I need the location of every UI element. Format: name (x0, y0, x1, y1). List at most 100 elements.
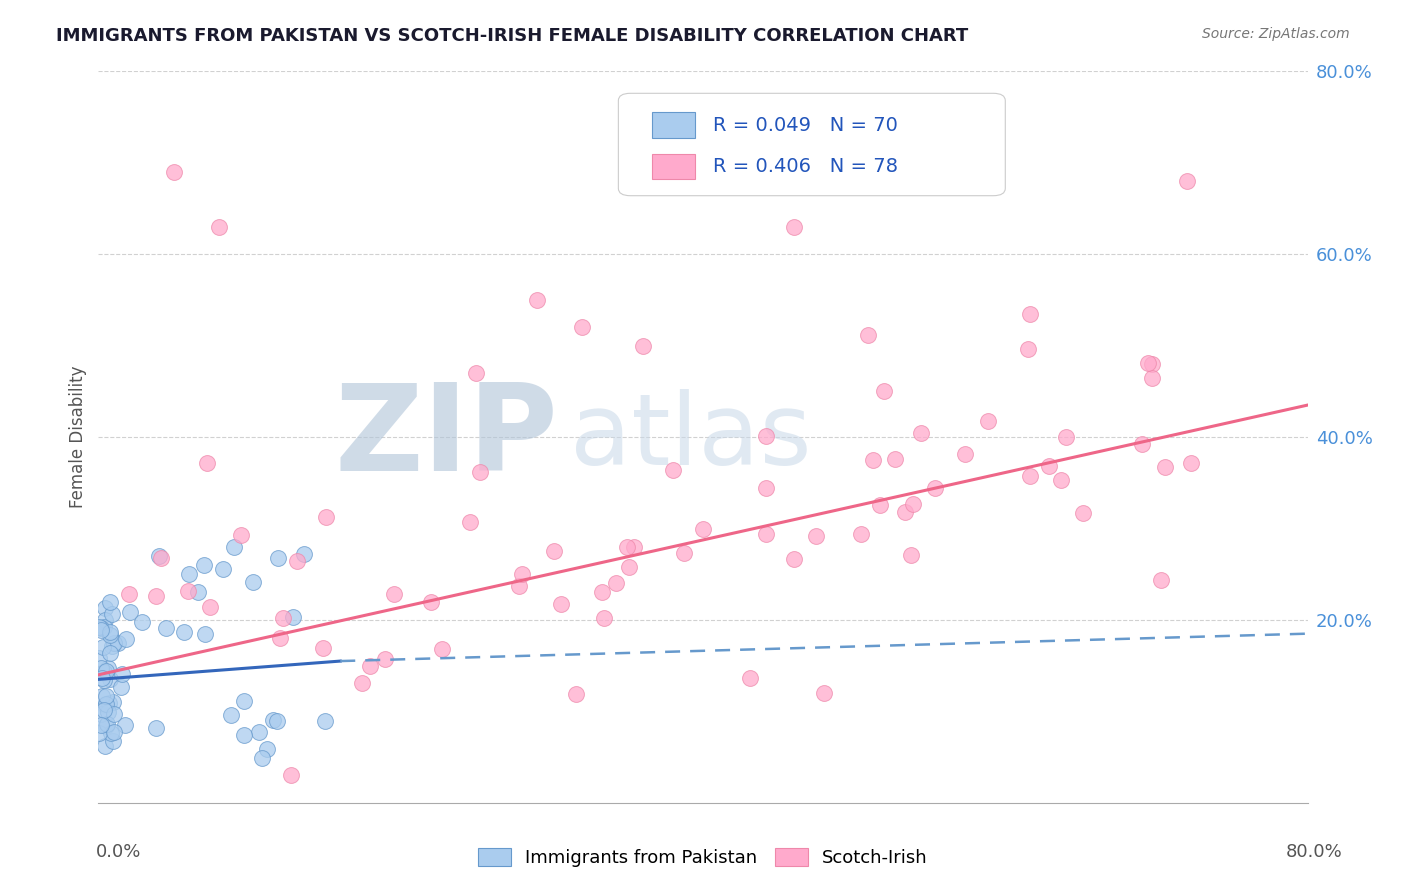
Point (87, 620, 110, 634)
Text: ZIP: ZIP (335, 378, 558, 496)
Point (118, 605, 141, 619)
Point (145, 721, 167, 735)
Point (374, 652, 396, 666)
Point (420, 594, 443, 608)
Point (856, 328, 879, 343)
Point (755, 429, 778, 443)
Point (1038, 458, 1060, 473)
Point (862, 453, 884, 467)
Point (360, 658, 382, 673)
Point (149, 550, 172, 565)
Point (869, 498, 891, 512)
Point (232, 694, 254, 708)
Point (294, 547, 316, 561)
Point (465, 366, 488, 380)
Point (94, 697, 117, 711)
Point (314, 714, 336, 728)
Point (605, 575, 627, 590)
Point (470, 466, 492, 480)
Point (755, 526, 778, 541)
Point (208, 219, 231, 234)
Point (110, 680, 132, 694)
Point (145, 589, 167, 603)
Point (550, 597, 572, 611)
Point (91, 640, 114, 654)
Point (96, 718, 118, 732)
Point (97, 706, 120, 720)
Point (200, 599, 222, 614)
Point (1050, 473, 1073, 487)
Bar (652, 112, 695, 138)
Point (131, 615, 153, 629)
Point (849, 526, 872, 541)
Point (98, 672, 121, 686)
Point (783, 551, 806, 566)
Point (1018, 307, 1040, 321)
Point (565, 687, 588, 701)
Point (738, 671, 761, 685)
Point (90, 718, 112, 732)
Point (1017, 342, 1039, 356)
Point (571, 320, 593, 334)
Point (262, 713, 284, 727)
Point (1154, 460, 1177, 475)
Point (526, 293, 548, 307)
Point (280, 768, 302, 782)
Text: R = 0.406   N = 78: R = 0.406 N = 78 (713, 157, 897, 176)
Point (281, 609, 304, 624)
Point (977, 414, 1000, 428)
Point (93, 703, 115, 717)
Point (692, 521, 714, 535)
Point (662, 463, 685, 477)
Point (100, 725, 122, 739)
Point (177, 583, 200, 598)
Point (723, 174, 745, 188)
Point (430, 642, 453, 657)
Point (252, 751, 274, 765)
Point (103, 635, 125, 649)
Point (873, 384, 896, 399)
Point (173, 625, 195, 640)
Point (903, 498, 925, 512)
Point (96, 664, 118, 678)
Legend: Immigrants from Pakistan, Scotch-Irish: Immigrants from Pakistan, Scotch-Irish (478, 847, 928, 867)
Point (211, 562, 233, 576)
Point (256, 742, 278, 756)
Point (103, 706, 125, 721)
Point (96, 717, 118, 731)
Point (155, 621, 177, 635)
Point (94, 613, 117, 627)
Point (910, 425, 932, 440)
Point (813, 686, 835, 700)
Point (1140, 371, 1163, 385)
Point (591, 585, 613, 599)
Point (1140, 357, 1163, 371)
Point (224, 540, 246, 554)
Point (382, 587, 405, 601)
Point (1019, 469, 1042, 483)
Point (94, 739, 117, 753)
Point (267, 551, 290, 566)
Point (315, 510, 337, 524)
Text: 80.0%: 80.0% (1286, 843, 1343, 861)
Point (783, 219, 806, 234)
Point (90, 661, 112, 675)
Point (508, 579, 530, 593)
Text: atlas: atlas (569, 389, 811, 485)
Point (193, 558, 215, 573)
Point (269, 632, 291, 646)
Text: R = 0.049   N = 70: R = 0.049 N = 70 (713, 116, 897, 135)
Point (179, 567, 201, 582)
Point (101, 607, 124, 621)
Point (98, 625, 121, 640)
Point (96, 689, 118, 703)
Point (187, 584, 209, 599)
Point (98, 595, 121, 609)
Point (118, 587, 141, 601)
Point (617, 560, 640, 574)
Y-axis label: Female Disability: Female Disability (69, 366, 87, 508)
Point (194, 627, 217, 641)
Point (804, 528, 827, 542)
Point (101, 640, 124, 654)
Point (755, 482, 778, 496)
